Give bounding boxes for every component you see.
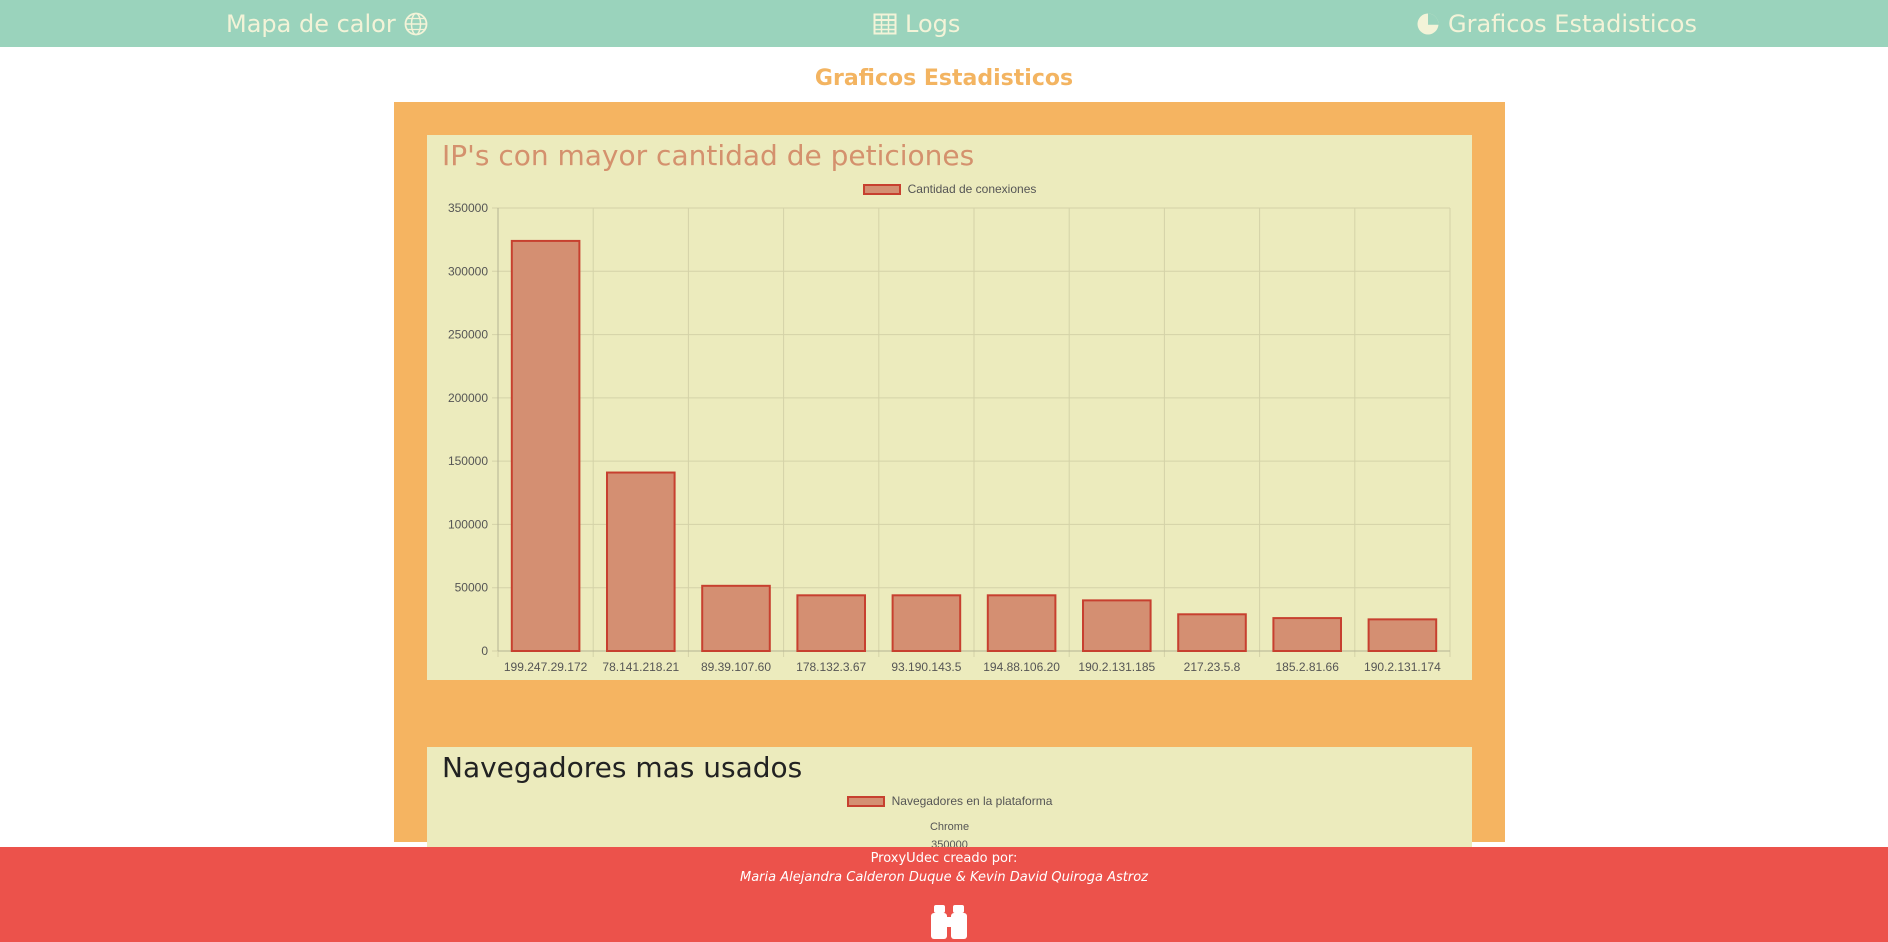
legend-label: Navegadores en la plataforma — [891, 794, 1053, 808]
y-tick-label: 300000 — [448, 264, 488, 278]
nav-item-label: Mapa de calor — [226, 9, 396, 38]
x-tick-label: 194.88.106.20 — [983, 660, 1060, 674]
bar — [701, 584, 771, 652]
browsers-chart-title: Navegadores mas usados — [442, 751, 803, 784]
y-tick-label: 100000 — [448, 517, 488, 531]
y-tick-label: 0 — [481, 644, 488, 658]
nav-item-mapa-de-calor[interactable]: Mapa de calor — [226, 0, 428, 47]
ip-requests-chart-title: IP's con mayor cantidad de peticiones — [442, 139, 975, 172]
bar — [606, 471, 676, 652]
x-tick-label: 178.132.3.67 — [796, 660, 866, 674]
y-tick-label: 150000 — [448, 454, 488, 468]
legend-swatch — [846, 795, 885, 807]
nav-item-label: Logs — [905, 9, 961, 38]
x-tick-label: 190.2.131.174 — [1364, 660, 1441, 674]
x-tick-label: 199.247.29.172 — [504, 660, 588, 674]
x-tick-label: 93.190.143.5 — [891, 660, 961, 674]
x-tick-label: 217.23.5.8 — [1184, 660, 1241, 674]
x-tick-label: 190.2.131.185 — [1078, 660, 1155, 674]
binoculars-icon — [931, 905, 967, 939]
y-tick-label: 350000 — [448, 201, 488, 215]
footer-credits-heading: ProxyUdec creado por: — [870, 851, 1018, 866]
nav-item-logs[interactable]: Logs — [873, 0, 960, 47]
bar — [796, 594, 866, 652]
browser-label: Chrome — [929, 821, 970, 833]
top-navigation: Mapa de calor Logs Graficos Estadisticos — [0, 0, 1888, 47]
globe-icon — [404, 12, 428, 35]
ip-requests-bar-chart: 0 50000 100000 150000 200000 250000 300000 3500… — [448, 201, 1451, 674]
bar — [1272, 617, 1342, 653]
footer-authors: Maria Alejandra Calderon Duque & Kevin D… — [740, 870, 1148, 885]
legend-swatch — [862, 183, 901, 195]
bar — [510, 239, 581, 653]
x-tick-label: 78.141.218.21 — [602, 660, 679, 674]
x-tick-label: 89.39.107.60 — [701, 660, 771, 674]
nav-item-label: Graficos Estadisticos — [1448, 9, 1697, 38]
pie-chart-icon — [1417, 13, 1439, 34]
y-tick-label: 200000 — [448, 391, 488, 405]
page-title: Graficos Estadisticos — [814, 66, 1074, 91]
nav-item-graficos-estadisticos[interactable]: Graficos Estadisticos — [1416, 0, 1697, 47]
charts-panel: IP's con mayor cantidad de peticiones Ca… — [394, 102, 1505, 867]
bar — [1177, 613, 1247, 652]
chart-legend[interactable]: Navegadores en la plataforma — [427, 794, 1472, 808]
legend-label: Cantidad de conexiones — [907, 182, 1037, 196]
bar — [1367, 618, 1438, 653]
chart-legend[interactable]: Cantidad de conexiones — [427, 182, 1472, 196]
x-tick-label: 185.2.81.66 — [1275, 660, 1339, 674]
ip-requests-card: IP's con mayor cantidad de peticiones Ca… — [427, 135, 1472, 680]
y-tick-label: 250000 — [448, 328, 488, 342]
y-tick-label: 50000 — [455, 581, 489, 595]
bar — [891, 594, 962, 652]
bar — [1082, 599, 1152, 652]
bar — [986, 594, 1057, 652]
footer: ProxyUdec creado por: Maria Alejandra Ca… — [0, 847, 1888, 942]
table-icon — [873, 13, 897, 34]
